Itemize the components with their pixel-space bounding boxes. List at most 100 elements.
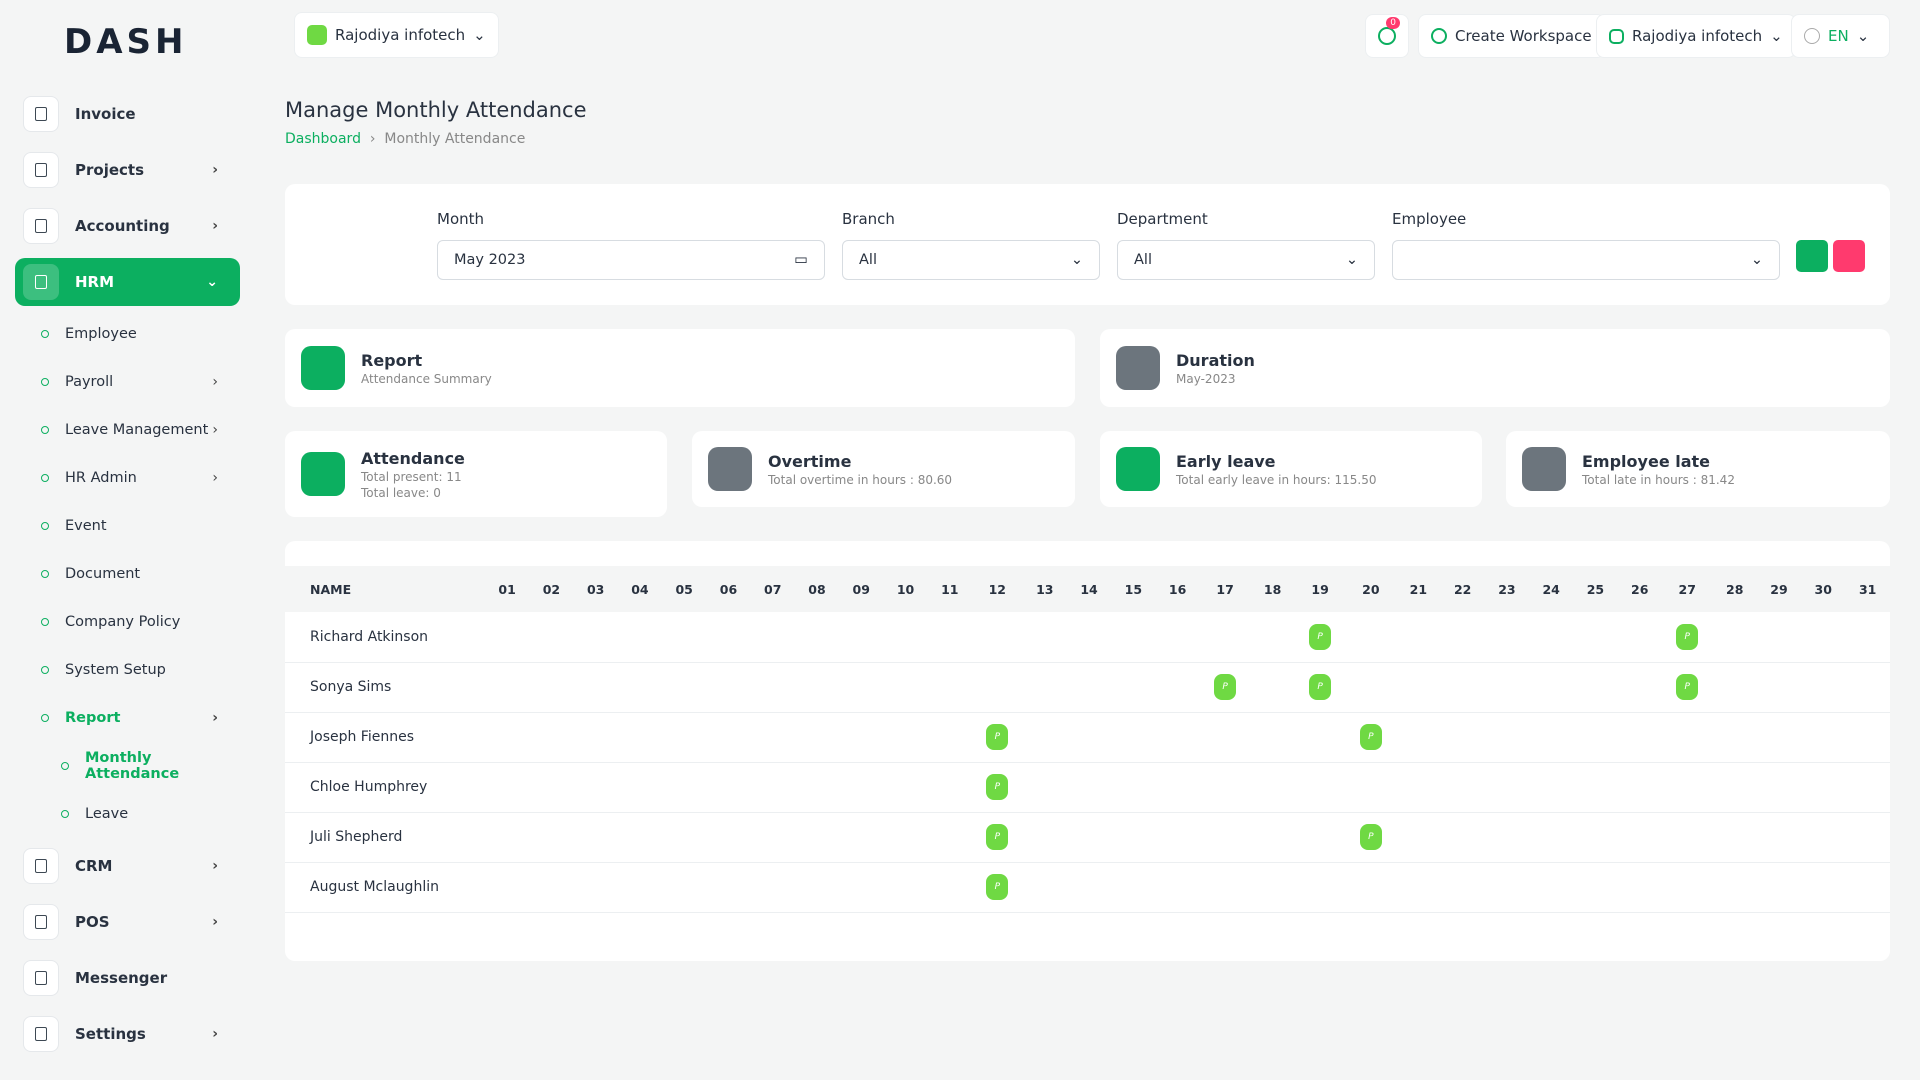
- sub-sub-item[interactable]: Leave: [15, 790, 215, 838]
- day-cell: [1845, 712, 1890, 763]
- day-cell: [1155, 762, 1200, 813]
- day-cell: [750, 612, 795, 663]
- employee-row: Joseph Fiennes P P: [285, 712, 1890, 763]
- sub-item[interactable]: Payroll ›: [15, 358, 240, 406]
- present-badge: P: [1309, 674, 1332, 700]
- day-cell: [1396, 862, 1441, 913]
- sub-item-active[interactable]: Report ›: [15, 694, 240, 742]
- day-cell: [1440, 612, 1485, 663]
- sub-sub-item-active[interactable]: Monthly Attendance: [15, 742, 215, 790]
- day-cell: [1199, 762, 1251, 813]
- day-cell: [1022, 762, 1067, 813]
- day-cell: [662, 762, 707, 813]
- sub-item[interactable]: Leave Management ›: [15, 406, 240, 454]
- day-cell: [1573, 662, 1618, 713]
- branch-select[interactable]: All ⌄: [842, 240, 1100, 280]
- day-cell: [1845, 812, 1890, 863]
- department-select[interactable]: All ⌄: [1117, 240, 1375, 280]
- day-cell: [1440, 812, 1485, 863]
- nav-item-active[interactable]: HRM ⌄: [15, 258, 240, 306]
- employee-select[interactable]: ⌄: [1392, 240, 1780, 280]
- nav-icon: [23, 904, 59, 940]
- sub-label: Leave Management: [65, 422, 209, 438]
- day-cell: [839, 862, 884, 913]
- day-cell: [1066, 612, 1112, 663]
- user-icon: [1609, 28, 1624, 44]
- nav-icon: [23, 848, 59, 884]
- caret: ⌄: [1070, 252, 1083, 268]
- sub-item[interactable]: Company Policy: [15, 598, 240, 646]
- breadcrumb-link[interactable]: Dashboard: [285, 131, 361, 147]
- day-cell: [1294, 712, 1346, 763]
- day-cell: [1440, 862, 1485, 913]
- sub-label: Event: [65, 518, 107, 534]
- day-cell: [1111, 612, 1156, 663]
- card-title: Attendance: [361, 448, 465, 468]
- nav-item[interactable]: CRM ›: [15, 838, 240, 894]
- day-cell: [1845, 662, 1890, 713]
- day-cell: [883, 762, 928, 813]
- day-cell: [1155, 662, 1200, 713]
- attendance-table: NAME 01 02 03 04 05 06 07 08 09 10 11 12 13 14 15 16 17 18…: [285, 566, 1890, 913]
- day-cell: [927, 812, 972, 863]
- day-cell: [1155, 712, 1200, 763]
- day-cell: [1712, 612, 1757, 663]
- day-cell: [1066, 662, 1112, 713]
- employee-name: Joseph Fiennes: [285, 712, 485, 763]
- sub-item[interactable]: Employee: [15, 310, 240, 358]
- day-cell: [1712, 862, 1757, 913]
- card-icon: [301, 452, 345, 496]
- sub-item[interactable]: Document: [15, 550, 240, 598]
- day-cell: [1440, 712, 1485, 763]
- language-menu[interactable]: EN ⌄: [1791, 14, 1890, 58]
- day-header: 01: [485, 566, 530, 612]
- day-cell: [1573, 612, 1618, 663]
- reset-button[interactable]: [1833, 240, 1865, 272]
- card-subtitle: Total late in hours : 81.42: [1582, 472, 1735, 487]
- nav-item[interactable]: POS ›: [15, 894, 240, 950]
- day-header: 05: [662, 566, 707, 612]
- employee-name: Sonya Sims: [285, 662, 485, 713]
- sub-item[interactable]: Event: [15, 502, 240, 550]
- nav-item[interactable]: Settings ›: [15, 1006, 240, 1062]
- sub-item[interactable]: HR Admin ›: [15, 454, 240, 502]
- day-cell: [1573, 812, 1618, 863]
- day-cell: [1199, 712, 1251, 763]
- summary-card: Report Attendance Summary: [285, 329, 1075, 407]
- day-cell: [794, 812, 840, 863]
- employee-row: August Mclaughlin P: [285, 862, 1890, 913]
- nav-item[interactable]: Accounting ›: [15, 198, 240, 254]
- sub-label: Employee: [65, 326, 137, 342]
- sub-item[interactable]: System Setup: [15, 646, 240, 694]
- day-header: 11: [927, 566, 972, 612]
- globe-icon: [1804, 28, 1820, 44]
- logo[interactable]: DASH: [64, 22, 188, 62]
- nav-label: HRM: [75, 273, 115, 291]
- day-cell: [662, 662, 707, 713]
- day-cell: [1440, 662, 1485, 713]
- search-button[interactable]: [1796, 240, 1828, 272]
- user-menu[interactable]: Rajodiya infotech ⌄: [1596, 14, 1796, 58]
- day-cell: [1066, 862, 1112, 913]
- workspace-switch[interactable]: Rajodiya infotech ⌄: [294, 12, 499, 58]
- day-cell: [1529, 612, 1574, 663]
- notifications[interactable]: 0: [1365, 14, 1409, 58]
- nav-item[interactable]: Messenger: [15, 950, 240, 1006]
- day-cell: [1022, 812, 1067, 863]
- nav-label: Invoice: [75, 105, 136, 123]
- day-header: 07: [750, 566, 795, 612]
- nav-item[interactable]: Invoice: [15, 86, 240, 142]
- day-cell: [971, 612, 1023, 663]
- create-workspace[interactable]: Create Workspace: [1418, 14, 1605, 58]
- nav-label: POS: [75, 913, 110, 931]
- day-cell: [883, 862, 928, 913]
- day-cell: [1199, 862, 1251, 913]
- day-cell: P: [971, 812, 1023, 863]
- month-input[interactable]: May 2023 ▭: [437, 240, 825, 280]
- day-cell: [1529, 712, 1574, 763]
- day-cell: [794, 862, 840, 913]
- nav-item[interactable]: Projects ›: [15, 142, 240, 198]
- day-cell: [1756, 812, 1802, 863]
- day-cell: P: [1661, 662, 1713, 713]
- day-cell: [1022, 612, 1067, 663]
